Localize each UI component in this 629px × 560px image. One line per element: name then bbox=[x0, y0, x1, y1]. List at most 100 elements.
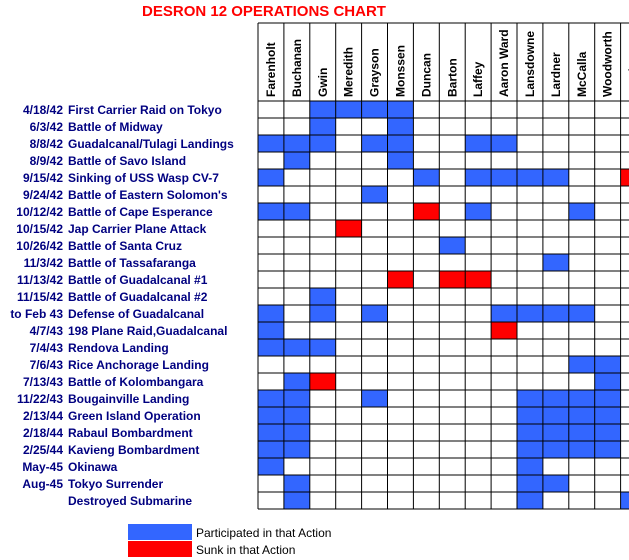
row-date: 11/15/42 bbox=[17, 290, 63, 304]
row-date: 4/7/43 bbox=[30, 324, 64, 338]
sunk-cell bbox=[335, 220, 362, 237]
column-label: Laffey bbox=[471, 61, 485, 97]
participated-cell bbox=[258, 441, 284, 458]
row-action-name: Battle of Cape Esperance bbox=[68, 205, 213, 219]
legend-label: Participated in that Action bbox=[196, 526, 331, 540]
sunk-cell bbox=[465, 271, 492, 288]
participated-cell bbox=[413, 169, 440, 186]
participated-cell bbox=[387, 101, 414, 118]
participated-cell bbox=[568, 390, 595, 407]
column-label: Meredith bbox=[342, 47, 356, 97]
sunk-cell bbox=[620, 169, 629, 186]
participated-cell bbox=[542, 475, 569, 492]
participated-cell bbox=[568, 356, 595, 373]
participated-cell bbox=[517, 407, 543, 424]
column-label: Aaron Ward bbox=[497, 29, 511, 97]
row-date: 7/13/43 bbox=[23, 375, 63, 389]
row-date: May-45 bbox=[22, 460, 63, 474]
row-action-name: Battle of Kolombangara bbox=[68, 375, 204, 389]
column-label: Duncan bbox=[419, 53, 433, 97]
participated-cell bbox=[542, 305, 569, 322]
row-date: 11/3/42 bbox=[24, 256, 64, 270]
row-date: 9/24/42 bbox=[23, 188, 63, 202]
participated-cell bbox=[258, 390, 284, 407]
participated-cell bbox=[361, 101, 388, 118]
participated-cell bbox=[283, 424, 310, 441]
participated-cell bbox=[517, 441, 543, 458]
participated-cell bbox=[361, 390, 388, 407]
participated-cell bbox=[568, 203, 595, 220]
row-action-name: Guadalcanal/Tulagi Landings bbox=[68, 137, 234, 151]
column-label: Woodworth bbox=[601, 31, 615, 97]
participated-cell bbox=[517, 492, 543, 509]
row-action-name: Defense of Guadalcanal bbox=[68, 307, 204, 321]
participated-cell bbox=[517, 390, 543, 407]
column-label: Farenholt bbox=[264, 42, 278, 97]
participated-cell bbox=[568, 407, 595, 424]
participated-cell bbox=[594, 356, 621, 373]
sunk-cell bbox=[439, 271, 466, 288]
row-action-name: Battle of Midway bbox=[68, 120, 163, 134]
participated-cell bbox=[439, 237, 466, 254]
column-label: Monssen bbox=[393, 45, 407, 97]
participated-cell bbox=[542, 390, 569, 407]
sunk-cell bbox=[413, 203, 440, 220]
column-label: McCalla bbox=[575, 51, 589, 97]
row-action-name: Battle of Tassafaranga bbox=[68, 256, 196, 270]
participated-cell bbox=[594, 390, 621, 407]
row-action-name: Rendova Landing bbox=[68, 341, 169, 355]
participated-cell bbox=[542, 254, 569, 271]
legend-label: Sunk in that Action bbox=[196, 543, 295, 557]
participated-cell bbox=[542, 407, 569, 424]
participated-cell bbox=[258, 322, 284, 339]
participated-cell bbox=[517, 305, 543, 322]
sunk-cell bbox=[387, 271, 414, 288]
participated-cell bbox=[594, 373, 621, 390]
row-action-name: Rice Anchorage Landing bbox=[68, 358, 209, 372]
participated-cell bbox=[517, 169, 543, 186]
chart-title: DESRON 12 OPERATIONS CHART bbox=[142, 3, 386, 20]
participated-cell bbox=[491, 305, 517, 322]
participated-cell bbox=[465, 135, 492, 152]
participated-cell bbox=[335, 101, 362, 118]
row-labels: 4/18/42 First Carrier Raid on Tokyo 6/3/42… bbox=[10, 103, 234, 508]
participated-cell bbox=[387, 135, 414, 152]
row-date: 10/12/42 bbox=[16, 205, 63, 219]
participated-cell bbox=[283, 492, 310, 509]
participated-cell bbox=[491, 135, 517, 152]
participated-cell bbox=[568, 441, 595, 458]
sunk-cell bbox=[491, 322, 517, 339]
row-action-name: Bougainville Landing bbox=[68, 392, 189, 406]
column-label: O'Brien bbox=[627, 54, 629, 97]
row-action-name: Battle of Guadalcanal #2 bbox=[68, 290, 208, 304]
row-action-name: Tokyo Surrender bbox=[68, 477, 163, 491]
participated-cell bbox=[283, 339, 310, 356]
participated-cell bbox=[568, 424, 595, 441]
row-action-name: Destroyed Submarine bbox=[68, 494, 192, 508]
participated-cell bbox=[283, 135, 310, 152]
participated-cell bbox=[542, 441, 569, 458]
row-date: 10/26/42 bbox=[16, 239, 63, 253]
row-date: 7/6/43 bbox=[30, 358, 64, 372]
row-date: 6/3/42 bbox=[30, 120, 64, 134]
row-date: 2/18/44 bbox=[23, 426, 63, 440]
row-date: 8/9/42 bbox=[30, 154, 64, 168]
participated-cell bbox=[620, 492, 629, 509]
row-action-name: Jap Carrier Plane Attack bbox=[68, 222, 207, 236]
participated-cell bbox=[283, 373, 310, 390]
participated-cell bbox=[283, 203, 310, 220]
participated-cell bbox=[568, 305, 595, 322]
participated-cell bbox=[542, 169, 569, 186]
participated-cell bbox=[387, 118, 414, 135]
participated-cell bbox=[283, 407, 310, 424]
participated-cell bbox=[309, 305, 336, 322]
row-action-name: Battle of Guadalcanal #1 bbox=[68, 273, 208, 287]
row-action-name: Battle of Savo Island bbox=[68, 154, 186, 168]
legend-swatch bbox=[128, 541, 192, 557]
row-date: 4/18/42 bbox=[23, 103, 63, 117]
participated-cell bbox=[258, 135, 284, 152]
participated-cell bbox=[361, 135, 388, 152]
participated-cell bbox=[258, 169, 284, 186]
column-label: Lansdowne bbox=[523, 31, 537, 97]
